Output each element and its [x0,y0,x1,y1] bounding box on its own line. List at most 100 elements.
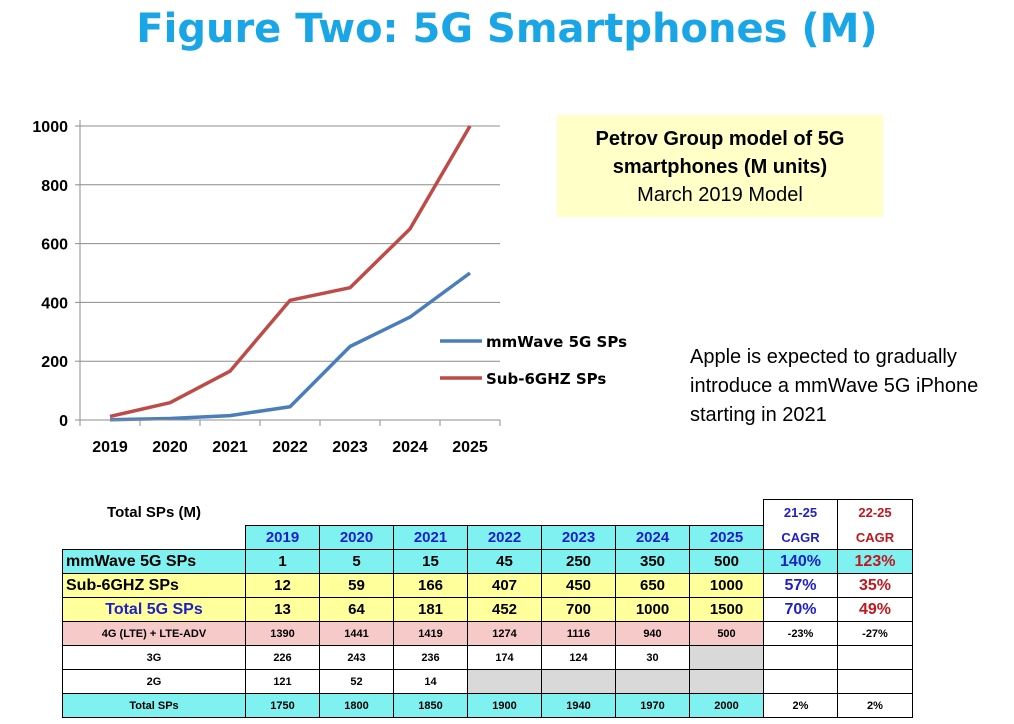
y-tick-label: 800 [41,178,68,195]
year-header: 2024 [615,525,690,550]
legend-label: Sub-6GHZ SPs [486,370,606,388]
table-cell: 1000 [615,597,690,622]
year-header-row: 2019 2020 2021 2022 2023 2024 2025 CAGR CAGR [63,525,913,550]
table-cell: 52 [319,669,394,694]
cagr2-cell: 2% [837,693,913,718]
line-chart: 0 200 400 600 800 1000 2019 2020 2021 2022 2023 202… [32,119,627,456]
table-row: Sub-6GHZ SPs 12 59 166 407 450 650 1000 57% 35% [62,573,913,598]
y-tick-label: 400 [41,295,68,312]
y-tick-label: 0 [59,413,68,430]
x-tick-label: 2021 [212,439,248,456]
x-tick-label: 2022 [272,439,308,456]
table-row: mmWave 5G SPs 1 5 15 45 250 350 500 140% 123% [62,549,913,574]
empty-cell [320,500,394,526]
cagr2-cell [837,645,913,670]
empty-cell [690,500,764,526]
cagr1-cell: 140% [763,549,838,574]
table-cell: 407 [467,573,542,598]
table-cell [689,669,764,694]
year-header: 2023 [541,525,616,550]
cagr1-cell: -23% [763,621,838,646]
cagr2-cell: 35% [837,573,913,598]
table-cell: 700 [541,597,616,622]
table-cell: 174 [467,645,542,670]
cagr1-subheader: CAGR [763,525,838,550]
table-cell: 650 [615,573,690,598]
row-label: 4G (LTE) + LTE-ADV [62,621,246,646]
cagr1-header: 21-25 [763,499,838,526]
cagr1-cell: 57% [763,573,838,598]
table-label: Total SPs (M) [107,504,201,521]
model-box-line1: Petrov Group model of 5G [595,128,845,150]
table-cell: 13 [245,597,320,622]
table-cell: 1441 [319,621,394,646]
x-tick-label: 2020 [152,439,188,456]
apple-note: Apple is expected to gradually introduce… [690,346,979,426]
table-cell: 1850 [393,693,468,718]
table-cell: 236 [393,645,468,670]
table-cell: 1900 [467,693,542,718]
empty-cell [616,500,690,526]
table-cell: 1940 [541,693,616,718]
year-header: 2022 [467,525,542,550]
legend-label: mmWave 5G SPs [486,333,627,351]
table-cell: 121 [245,669,320,694]
series-line-mmwave [109,271,472,422]
model-box-line2: smartphones (M units) [612,156,828,178]
table-cell: 1750 [245,693,320,718]
row-label: 2G [62,669,246,694]
row-label: Total 5G SPs [62,597,246,622]
table-cell: 1800 [319,693,394,718]
row-label: Total SPs [62,693,246,718]
table-cell [615,669,690,694]
series-line-sub6 [109,125,472,419]
empty-cell [246,500,320,526]
y-tick-label: 1000 [32,119,68,136]
empty-cell [394,500,468,526]
cagr2-cell: 49% [837,597,913,622]
table-cell: 59 [319,573,394,598]
cagr1-cell [763,645,838,670]
table-cell: 250 [541,549,616,574]
row-label: Sub-6GHZ SPs [62,573,246,598]
table-cell [541,669,616,694]
empty-cell [468,500,542,526]
table-row: Total 5G SPs 13 64 181 452 700 1000 1500 70% 49% [62,597,913,622]
x-tick-label: 2023 [332,439,368,456]
table-cell: 226 [245,645,320,670]
y-tick-label: 600 [41,237,68,254]
model-box-line3: March 2019 Model [637,184,803,206]
row-label: mmWave 5G SPs [62,549,246,574]
y-tick-label: 200 [41,354,68,371]
table-cell: 1 [245,549,320,574]
table-cell: 500 [689,621,764,646]
table-cell: 940 [615,621,690,646]
table-cell: 166 [393,573,468,598]
table-cell: 243 [319,645,394,670]
table-cell: 1390 [245,621,320,646]
year-header: 2020 [319,525,394,550]
cagr2-cell: -27% [837,621,913,646]
page-title: Figure Two: 5G Smartphones (M) [136,6,878,52]
table-row: Total SPs 1750 1800 1850 1900 1940 1970 2000 2% 2… [62,693,913,718]
table-cell: 124 [541,645,616,670]
table-cell: 1000 [689,573,764,598]
table-cell [689,645,764,670]
cagr1-cell: 70% [763,597,838,622]
cagr2-subheader: CAGR [837,525,913,550]
year-header: 2019 [245,525,320,550]
table-cell: 1116 [541,621,616,646]
table-cell: 5 [319,549,394,574]
table-row: 4G (LTE) + LTE-ADV 1390 1441 1419 1274 1116 94… [62,621,913,646]
data-table: Total SPs (M) 21-25 22-25 2019 2020 2021 2022 2… [62,499,913,718]
x-tick-label: 2025 [452,439,488,456]
model-info-box: Petrov Group model of 5G smartphones (M … [557,115,883,217]
table-cell: 2000 [689,693,764,718]
table-cell: 500 [689,549,764,574]
table-cell: 64 [319,597,394,622]
table-cell: 1970 [615,693,690,718]
table-cell: 1274 [467,621,542,646]
row-label: 3G [62,645,246,670]
table-cell [467,669,542,694]
cagr2-header: 22-25 [837,499,913,526]
